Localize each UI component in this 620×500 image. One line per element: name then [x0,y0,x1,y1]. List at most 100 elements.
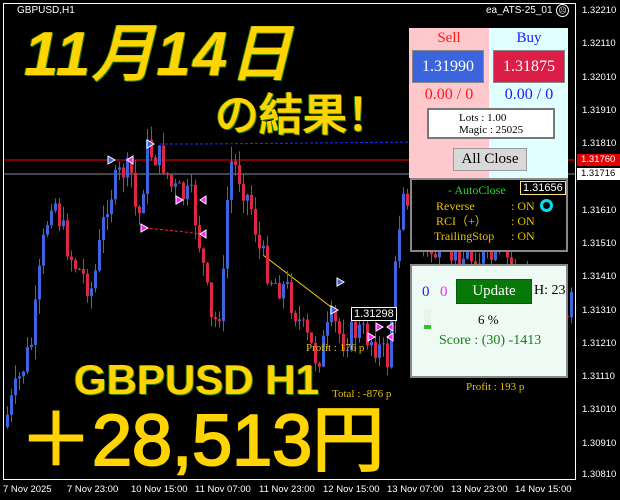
candle-body [398,229,401,262]
candle-body [182,182,185,200]
candle-body [250,194,253,209]
candle-body [58,203,61,227]
circle-marker-icon [540,199,553,212]
candle-body [194,184,197,226]
candle-body [358,324,361,339]
count-magenta: 0 [440,284,448,300]
price-axis-label: 1.31010 [582,404,617,415]
auto-close-title: - AutoClose [448,183,506,197]
sell-arrow-icon [175,195,185,205]
time-axis-label: 11 Nov 07:00 [195,484,251,495]
lots-value: Lots : 1.00 [459,112,507,124]
candle-body [298,319,301,322]
candle-body [30,344,33,348]
total-label: Total : -876 p [332,388,392,400]
candle-body [146,139,149,194]
sell-button[interactable]: 1.31990 [412,50,484,83]
candle-body [54,203,57,211]
candle-body [466,251,469,259]
candle-body [570,291,573,318]
candle-body [86,273,89,297]
rci-value[interactable]: : ON [511,214,535,228]
progress-percent: 6 % [478,312,499,327]
time-axis-label: 13 Nov 23:00 [451,484,508,495]
candle-body [378,344,381,358]
candle-body [294,312,297,322]
candle-body [322,335,325,367]
candle-body [330,308,333,323]
candle-body [266,245,269,284]
sell-position: 0.00 / 0 [424,86,474,103]
candle-body [490,245,493,260]
reverse-label: Reverse [436,199,475,213]
candle-body [402,193,405,230]
candle-body [98,240,101,271]
time-axis-label: 7 Nov 23:00 [67,484,119,495]
candle-body [198,225,201,249]
progress-bar [424,309,431,329]
candle-body [318,363,321,367]
candle-body [234,161,237,165]
candle-body [274,282,277,284]
candle-body [270,282,273,284]
close-arrow-icon [199,195,207,205]
candle-body [26,347,29,372]
time-axis-label: 14 Nov 15:00 [515,484,572,495]
candle-body [122,167,125,178]
candle-body [178,182,181,184]
sell-header: Sell [437,30,461,46]
candle-body [154,157,157,166]
candle-body [210,282,213,318]
overlay-pair: GBPUSD H1 [74,356,320,403]
candle-body [218,319,221,322]
close-arrow-icon [386,322,394,332]
progress-fill [424,325,431,329]
candle-body [38,265,41,300]
candle-body [350,321,353,351]
price-axis-label: 1.30810 [582,469,617,480]
candle-body [394,261,397,320]
candle-body [510,257,513,265]
candle-body [18,376,21,379]
candle-body [258,234,261,249]
candle-body [206,262,209,283]
candle-body [50,210,53,226]
candle-body [482,250,485,264]
candle-body [494,246,497,260]
update-panel: 0 0 Update H: 23 6 % Score : (30) -1413 [410,264,568,378]
candle-body [186,185,189,200]
reverse-value[interactable]: : ON [511,199,535,213]
profit-label-2: Profit : 193 p [466,381,525,393]
buy-header: Buy [516,30,542,46]
candle-body [150,139,153,158]
candle-body [126,157,129,178]
candle-body [70,256,73,261]
candle-body [134,172,137,207]
update-button[interactable]: Update [456,279,532,304]
buy-button[interactable]: 1.31875 [493,50,565,83]
price-axis-label: 1.31210 [582,338,617,349]
candle-body [374,341,377,358]
candle-body [34,299,37,345]
candle-body [334,308,337,322]
candle-body [326,322,329,336]
candle-body [310,332,313,343]
all-close-button[interactable]: All Close [453,148,527,171]
candle-body [42,234,45,266]
overlay-result: の結果！ [215,91,391,140]
trailing-stop-value[interactable]: : ON [511,229,535,243]
price-axis-label: 1.32110 [582,38,616,49]
candle-body [362,323,365,325]
buy-position: 0.00 / 0 [504,86,554,103]
rci-label: RCI（+） [436,214,487,228]
candle-body [282,284,285,299]
close-arrow-icon [199,229,207,239]
trend-line [262,254,336,311]
buy-arrow-icon [146,139,156,149]
candle-body [454,245,457,261]
candle-body [174,183,177,187]
price-axis-label: 1.32210 [582,5,617,16]
candle-body [162,145,165,173]
bid-price-tag: 1.31716 [577,168,620,180]
candle-body [222,268,225,322]
